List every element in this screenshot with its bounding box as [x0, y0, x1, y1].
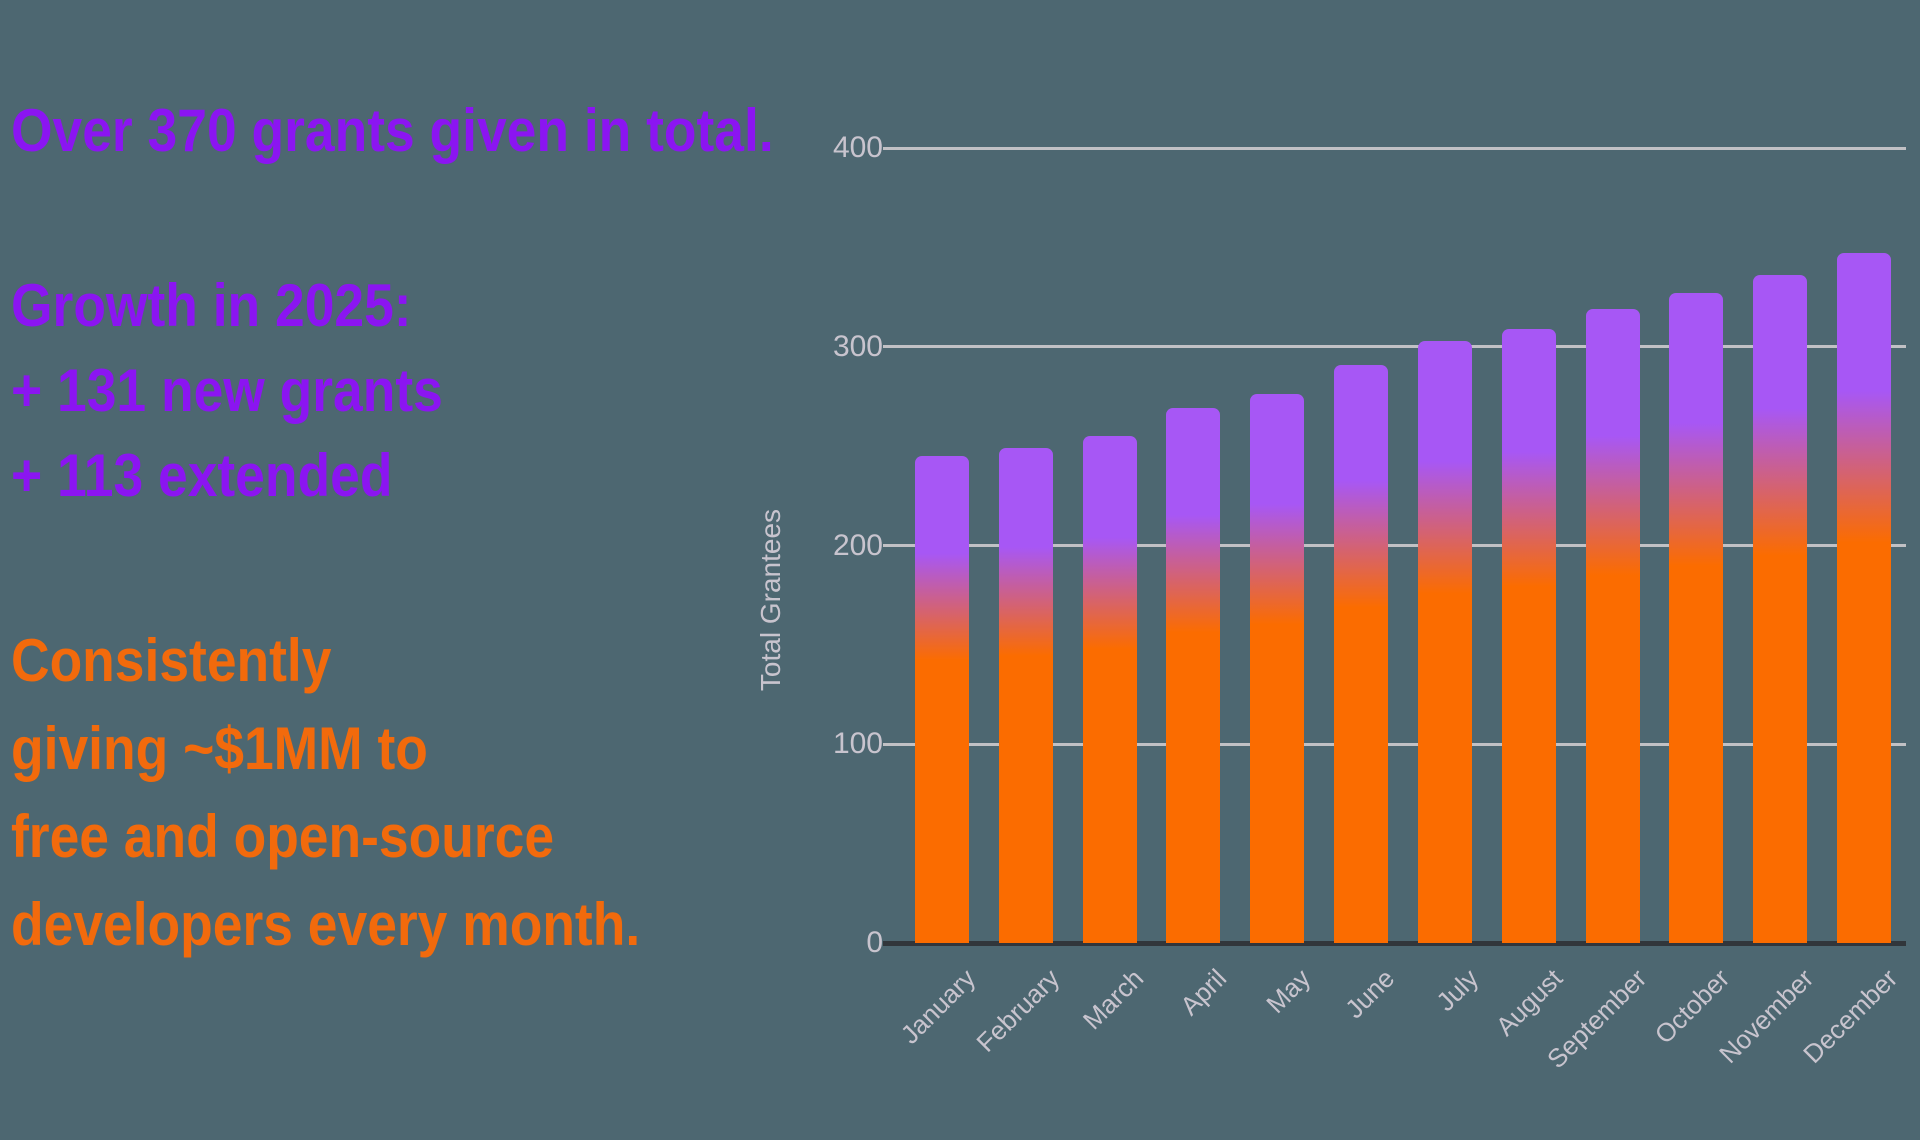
- growth-block: Growth in 2025: + 131 new grants + 113 e…: [11, 263, 443, 518]
- growth-item-extended: + 113 extended: [11, 442, 393, 509]
- bar-february: [998, 448, 1053, 943]
- y-tick-label-300: 300: [832, 329, 883, 363]
- impact-line: free and open-source: [11, 803, 555, 870]
- impact-line: developers every month.: [11, 891, 641, 958]
- bar-december: [1837, 253, 1892, 943]
- gridline-200: [883, 544, 1906, 547]
- bar-july: [1417, 340, 1472, 943]
- bar-may: [1250, 394, 1305, 943]
- bar-september: [1585, 309, 1640, 943]
- bar-march: [1082, 436, 1137, 943]
- impact-block: Consistently giving ~$1MM to free and op…: [11, 617, 640, 969]
- y-tick-label-200: 200: [832, 528, 883, 562]
- x-axis-baseline: [883, 941, 1906, 946]
- bar-april: [1166, 408, 1221, 943]
- bar-november: [1753, 275, 1808, 943]
- growth-heading: Growth in 2025:: [11, 272, 412, 339]
- gridline-400: [883, 146, 1906, 150]
- headline-text: Over 370 grants given in total.: [11, 97, 774, 164]
- bar-chart-plot-area: Total Grantees 0 100 200 300 400 January Febru…: [755, 131, 1906, 1074]
- impact-line: giving ~$1MM to: [11, 715, 428, 782]
- bar-january: [914, 456, 969, 943]
- y-tick-label-0: 0: [866, 926, 883, 959]
- y-tick-label-100: 100: [832, 727, 883, 761]
- bar-august: [1501, 328, 1556, 943]
- headline-block: Over 370 grants given in total.: [11, 88, 774, 173]
- bar-june: [1334, 364, 1389, 943]
- gridline-300: [883, 345, 1906, 349]
- gridline-100: [883, 742, 1906, 746]
- bar-october: [1669, 293, 1724, 943]
- x-tick-label-december: December: [1797, 963, 1904, 1070]
- y-tick-label-400: 400: [832, 131, 883, 164]
- infographic-page: { "left_panel": { "headline": "Over 370 …: [11, 88, 1906, 1075]
- y-axis-title: Total Grantees: [755, 508, 786, 692]
- impact-line: Consistently: [11, 627, 332, 694]
- growth-item-new-grants: + 131 new grants: [11, 357, 443, 424]
